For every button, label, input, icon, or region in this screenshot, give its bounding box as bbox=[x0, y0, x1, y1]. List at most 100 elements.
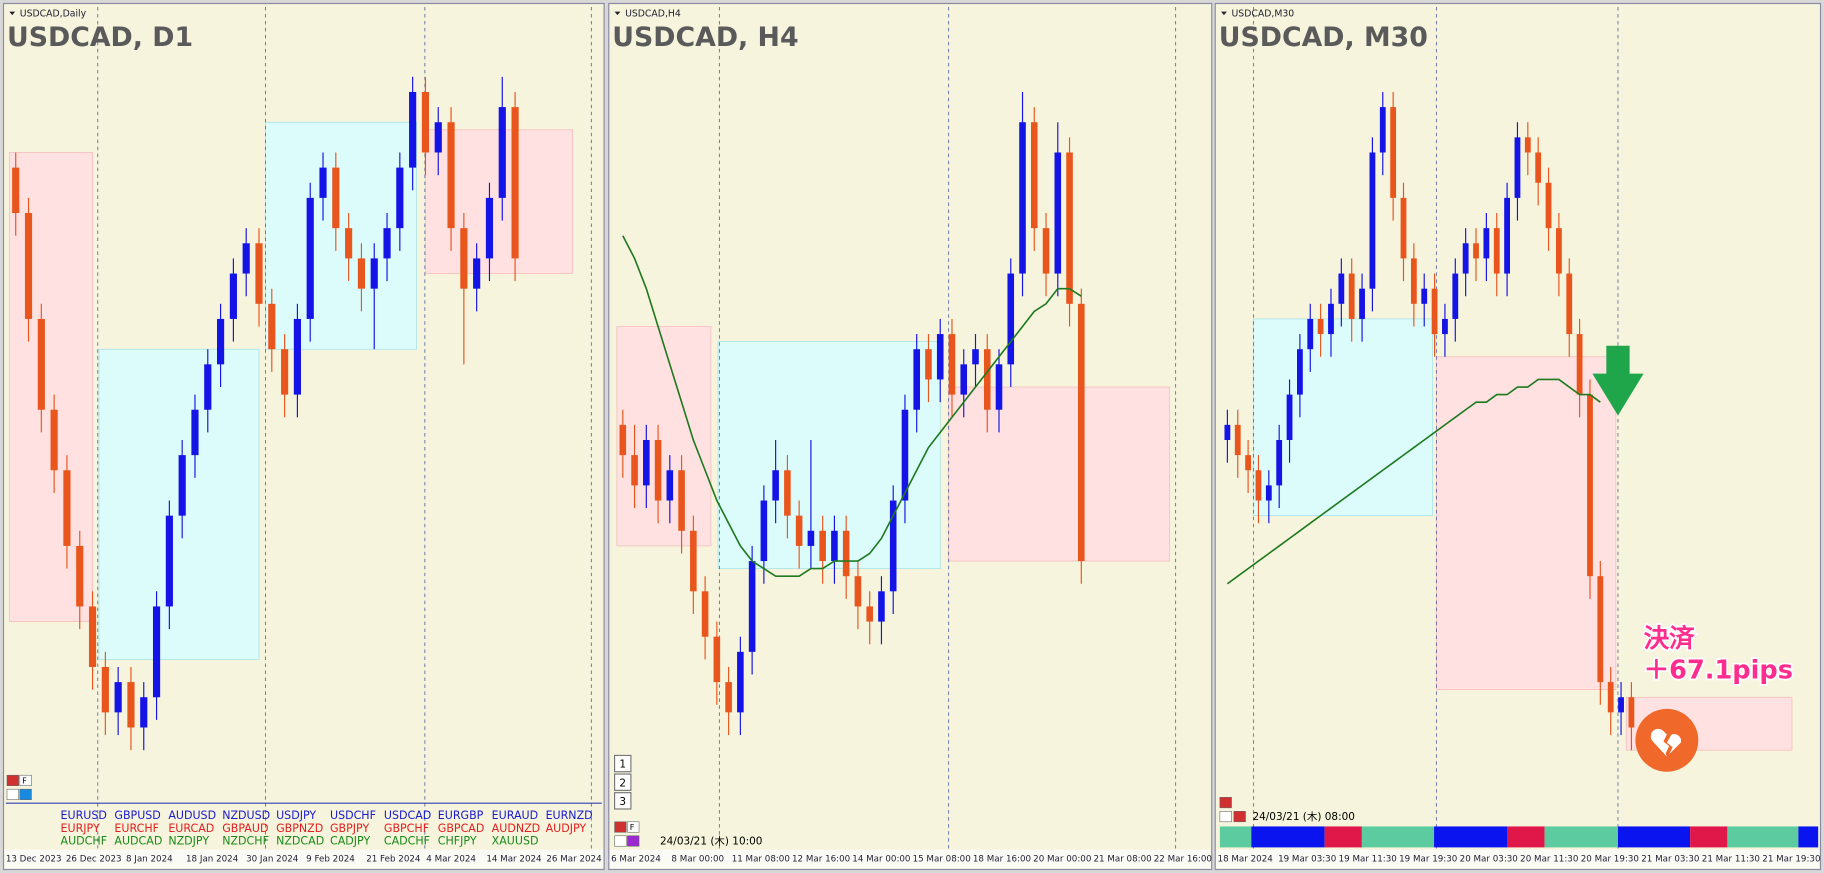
candle-body bbox=[332, 167, 340, 229]
zone bbox=[1436, 356, 1617, 691]
date-label: 18 Mar 16:00 bbox=[973, 855, 1031, 865]
symbol: GBPJPY bbox=[330, 822, 369, 835]
signal-bar bbox=[1617, 826, 1691, 848]
candle-body bbox=[1286, 394, 1293, 440]
panel-button bbox=[6, 788, 19, 800]
candle-body bbox=[1566, 273, 1573, 335]
candle-body bbox=[1030, 122, 1038, 229]
symbol: USDJPY bbox=[276, 809, 316, 822]
exit-annotation: 決済 bbox=[1644, 623, 1696, 654]
date-label: 20 Mar 03:30 bbox=[1460, 855, 1518, 865]
candle-body bbox=[1452, 273, 1459, 319]
candle-body bbox=[165, 515, 173, 607]
timeframe-button[interactable] bbox=[614, 773, 632, 791]
symbol: NZDCHF bbox=[222, 835, 269, 848]
timeframe-button-label[interactable]: 1 bbox=[619, 759, 626, 771]
candle-body bbox=[690, 530, 697, 592]
panel-button bbox=[6, 774, 19, 786]
candle-body bbox=[1066, 152, 1073, 304]
candle-body bbox=[1265, 485, 1272, 501]
candle-body bbox=[1410, 258, 1417, 304]
candle-body bbox=[357, 258, 366, 289]
date-strip bbox=[4, 849, 603, 869]
timeframe-button-label[interactable]: 3 bbox=[619, 796, 626, 808]
date-label: 22 Mar 16:00 bbox=[1154, 855, 1212, 865]
candle-body bbox=[995, 364, 1003, 410]
candle-body bbox=[1628, 697, 1635, 728]
candle-body bbox=[913, 349, 921, 410]
candle-body bbox=[88, 606, 97, 667]
symbol: EURCAD bbox=[168, 822, 214, 835]
date-label: 14 Mar 00:00 bbox=[852, 855, 910, 865]
candle-body bbox=[229, 273, 237, 319]
symbol: EURCHF bbox=[114, 822, 159, 835]
candle-body bbox=[1328, 303, 1334, 335]
candle-body bbox=[370, 258, 378, 289]
symbol: NZDJPY bbox=[168, 835, 209, 848]
date-label: 21 Mar 03:30 bbox=[1641, 855, 1699, 865]
date-strip bbox=[609, 849, 1211, 869]
symbol: CADCHF bbox=[384, 835, 430, 848]
candle-body bbox=[936, 334, 944, 380]
candle-body bbox=[1276, 439, 1283, 486]
chart-title: USDCAD, H4 bbox=[612, 22, 798, 53]
panel-button bbox=[19, 788, 32, 800]
signal-bar bbox=[1544, 826, 1618, 848]
chart-label: USDCAD,M30 bbox=[1232, 8, 1295, 19]
label-arrow bbox=[9, 11, 16, 16]
date-label: 8 Mar 00:00 bbox=[671, 855, 724, 865]
symbol: GBPAUD bbox=[222, 822, 268, 835]
candle-body bbox=[1297, 349, 1303, 395]
timeframe-button[interactable] bbox=[614, 754, 632, 773]
candle-body bbox=[1054, 152, 1062, 274]
zone bbox=[265, 121, 417, 350]
candle-body bbox=[1535, 152, 1542, 183]
candle-body bbox=[281, 349, 289, 395]
date-strip bbox=[1216, 849, 1820, 869]
label-arrow bbox=[614, 11, 621, 16]
zone bbox=[8, 152, 93, 622]
candle-body bbox=[725, 682, 732, 713]
symbol: NZDCAD bbox=[276, 835, 324, 848]
symbol: EURAUD bbox=[492, 809, 538, 822]
symbol: EURJPY bbox=[61, 822, 100, 835]
broken-heart bbox=[1650, 728, 1682, 757]
symbol: AUDUSD bbox=[168, 809, 216, 822]
zone bbox=[948, 386, 1170, 562]
candle-body bbox=[1255, 470, 1262, 501]
panel-button bbox=[627, 821, 640, 833]
candle-body bbox=[1442, 318, 1448, 335]
symbol: AUDCAD bbox=[114, 835, 162, 848]
timeframe-button-label[interactable]: 2 bbox=[619, 777, 626, 789]
candle-body bbox=[1369, 152, 1376, 289]
date-label: 18 Mar 2024 bbox=[1218, 855, 1274, 865]
candle-body bbox=[1421, 288, 1428, 304]
date-label: 18 Jan 2024 bbox=[186, 855, 239, 865]
symbol: USDCAD bbox=[384, 809, 431, 822]
symbol: NZDUSD bbox=[222, 809, 270, 822]
signal-bar bbox=[1361, 826, 1435, 848]
date-label: 20 Mar 19:30 bbox=[1581, 855, 1639, 865]
signal-bar bbox=[1324, 826, 1362, 848]
candle-body bbox=[1483, 228, 1490, 259]
signal-bar bbox=[1507, 826, 1545, 848]
candle-body bbox=[152, 606, 161, 698]
date-label: 21 Mar 11:30 bbox=[1702, 855, 1760, 865]
candle-body bbox=[485, 197, 494, 259]
candle-body bbox=[460, 228, 468, 289]
result-badge bbox=[1635, 708, 1699, 772]
candle-body bbox=[1607, 682, 1614, 713]
candle-body bbox=[960, 364, 968, 395]
candle-body bbox=[1462, 243, 1469, 274]
candle-body bbox=[140, 697, 148, 728]
symbol: EURGBP bbox=[438, 809, 484, 822]
candle-body bbox=[1245, 455, 1252, 471]
symbol: XAUUSD bbox=[492, 835, 539, 848]
date-label: 9 Feb 2024 bbox=[306, 855, 355, 865]
candle-body bbox=[772, 470, 779, 501]
signal-bar bbox=[1251, 826, 1325, 848]
candle-body bbox=[1618, 697, 1624, 713]
candle-body bbox=[1019, 122, 1026, 274]
timeframe-button[interactable] bbox=[614, 792, 632, 810]
candle-body bbox=[654, 439, 662, 501]
